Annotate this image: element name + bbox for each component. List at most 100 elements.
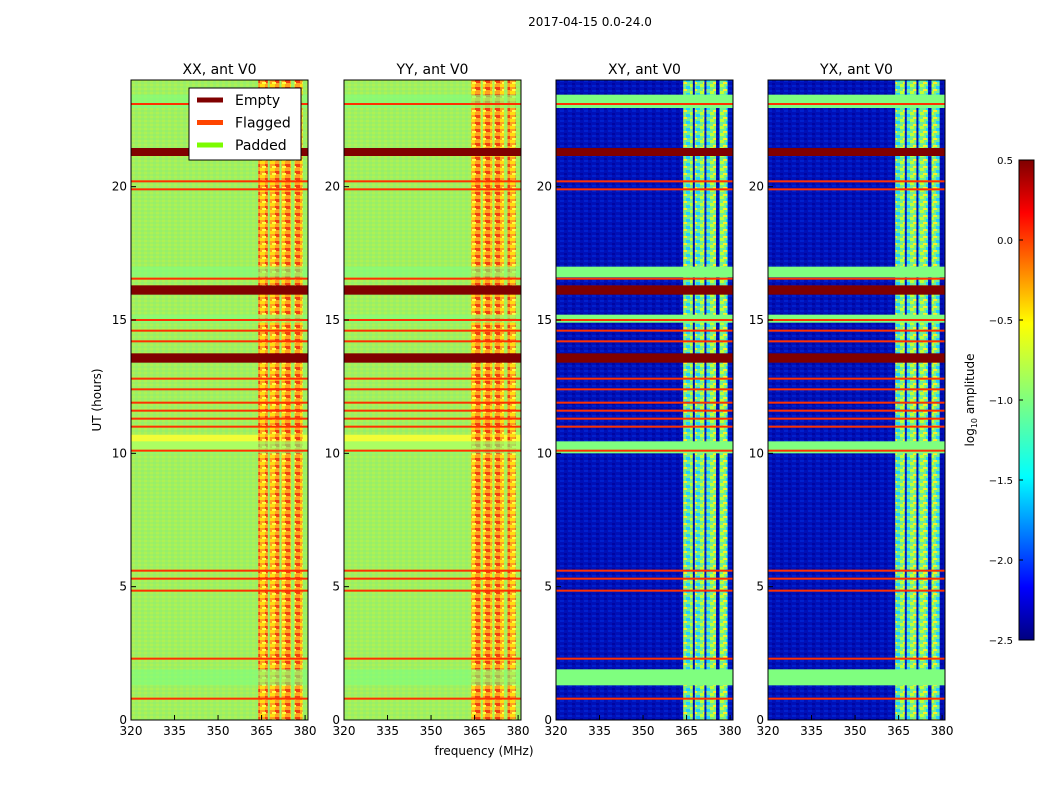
flagged-row-9 [768,401,945,404]
y-tick-label: 5 [756,580,764,594]
flagged-row-13 [344,329,521,332]
flagged-row-5 [768,449,945,452]
flagged-row-2 [768,589,945,592]
panel-3: YX, ant V0 320 335 350 365 380 0 5 10 15 20 [749,62,954,738]
figure-title: 2017-04-15 0.0-24.0 [528,15,652,29]
flagged-row-17 [556,180,733,183]
padded-row-4 [344,94,521,108]
x-tick-label: 365 [675,724,698,738]
flagged-row-9 [131,401,308,404]
flagged-row-5 [131,449,308,452]
colorbar-label-base: log [963,428,977,446]
flagged-row-7 [556,417,733,420]
y-tick-label: 20 [112,180,127,194]
y-axis-label: UT (hours) [90,368,104,431]
flagged-row-7 [768,417,945,420]
padded-row-3 [556,266,733,278]
flagged-row-8 [768,409,945,412]
signal-band-2 [918,80,929,720]
flagged-row-15 [131,277,308,280]
empty-row-0 [556,353,733,363]
flagged-row-9 [344,401,521,404]
flagged-row-0 [131,697,308,700]
y-tick-label: 15 [749,313,764,327]
panel-title: YX, ant V0 [819,62,893,78]
flagged-row-14 [556,319,733,321]
signal-band-0 [258,80,268,720]
signal-band-1 [694,80,705,720]
flagged-row-0 [344,697,521,700]
y-tick-label: 15 [537,313,552,327]
flagged-row-7 [131,417,308,420]
panel-frame [767,79,946,721]
empty-row-2 [556,148,733,156]
flagged-row-13 [768,329,945,332]
flagged-row-16 [131,188,308,191]
colorbar-tick-label: 0.5 [997,156,1013,167]
y-tick-label: 15 [325,313,340,327]
legend-label-padded: Padded [235,138,287,154]
flagged-row-10 [344,388,521,391]
flagged-row-9 [556,401,733,404]
signal-band-1 [269,80,280,720]
padded-row-4 [768,94,945,108]
padded-row-2 [344,314,521,323]
padded-row-0 [556,669,733,686]
flagged-row-6 [768,425,945,428]
flagged-row-1 [344,657,521,660]
flagged-row-17 [768,180,945,183]
flagged-row-12 [556,340,733,343]
x-tick-label: 380 [931,724,954,738]
signal-band-1 [906,80,917,720]
colorbar-tick-label: −0.5 [989,316,1013,327]
flagged-row-13 [131,329,308,332]
padded-row-3 [768,266,945,278]
flagged-row-11 [556,377,733,380]
flagged-row-17 [131,180,308,183]
x-axis-label: frequency (MHz) [434,744,533,758]
colorbar-label-subscript: 10 [970,418,979,428]
flagged-row-14 [131,319,308,321]
legend-label-flagged: Flagged [235,116,291,132]
signal-band-3 [931,80,940,720]
y-tick-label: 5 [119,580,127,594]
flagged-row-3 [556,577,733,580]
signal-band-1 [482,80,493,720]
flagged-row-2 [344,589,521,592]
padded-row-3 [344,266,521,278]
x-tick-label: 335 [588,724,611,738]
y-tick-label: 20 [537,180,552,194]
flagged-row-4 [344,569,521,572]
flagged-row-12 [344,340,521,343]
y-tick-label: 0 [756,713,764,727]
x-tick-label: 350 [420,724,443,738]
flagged-row-1 [131,657,308,660]
flagged-row-3 [768,577,945,580]
colorbar-tick-label: −2.0 [989,556,1013,567]
flagged-row-6 [344,425,521,428]
flagged-row-17 [344,180,521,183]
y-tick-label: 5 [332,580,340,594]
x-tick-label: 335 [163,724,186,738]
panel-title: YY, ant V0 [396,62,469,78]
padded-row-0 [768,669,945,686]
padded-row-3 [131,266,308,278]
colorbar-tick-label: 0.0 [997,236,1013,247]
flagged-row-15 [556,277,733,280]
x-tick-label: 350 [207,724,230,738]
panel-2: XY, ant V0 320 335 350 365 380 0 5 10 15 20 [537,62,742,738]
flagged-row-5 [556,449,733,452]
x-tick-label: 335 [800,724,823,738]
colorbar-tick-label: −1.5 [989,476,1013,487]
y-tick-label: 0 [544,713,552,727]
empty-row-1 [131,285,308,295]
signal-band-0 [683,80,693,720]
y-tick-label: 10 [749,446,764,460]
legend: Empty Flagged Padded [188,87,302,161]
flagged-row-1 [556,657,733,660]
colorbar-label: log10 amplitude [963,354,979,447]
flagged-row-15 [344,277,521,280]
flagged-row-11 [131,377,308,380]
x-tick-label: 380 [294,724,317,738]
